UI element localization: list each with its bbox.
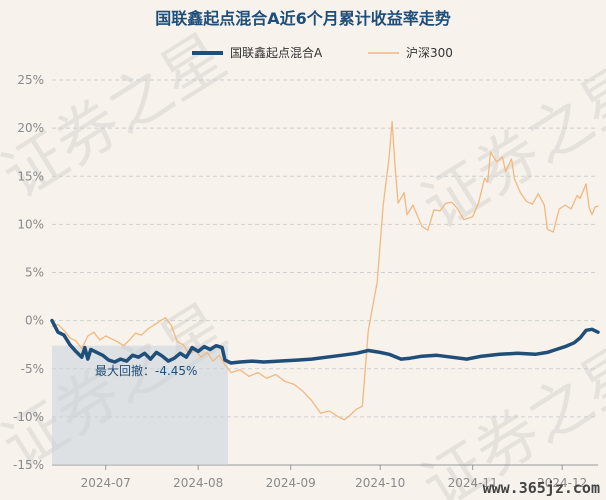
y-tick-label: -15% <box>13 458 44 472</box>
watermark-text: 证券之星 <box>0 19 238 212</box>
x-tick-label: 2024-10 <box>355 476 405 490</box>
y-axis: 25% 20% 15% 10% 5% 0% -5% -10% -15% <box>13 73 44 472</box>
x-tick-label: 2024-07 <box>81 476 131 490</box>
max-drawdown-label: 最大回撤：-4.45% <box>95 363 197 378</box>
legend: 国联鑫起点混合A 沪深300 <box>192 45 453 60</box>
y-tick-label: 25% <box>17 73 44 87</box>
y-tick-label: -10% <box>13 410 44 424</box>
series-layer <box>50 120 600 421</box>
x-tick-label: 2024-12 <box>537 476 587 490</box>
chart-title: 国联鑫起点混合A近6个月累计收益率走势 <box>155 9 451 28</box>
legend-label-fund: 国联鑫起点混合A <box>230 45 323 60</box>
y-tick-label: 15% <box>17 169 44 183</box>
y-tick-label: 10% <box>17 217 44 231</box>
y-tick-label: 20% <box>17 121 44 135</box>
drawdown-shade <box>52 345 229 465</box>
x-tick-label: 2024-11 <box>448 476 498 490</box>
series-line-fund <box>50 318 600 365</box>
drawdown-area <box>52 345 229 465</box>
legend-label-index: 沪深300 <box>406 46 453 60</box>
y-tick-label: 0% <box>25 314 44 328</box>
x-tick-label: 2024-09 <box>266 476 316 490</box>
site-watermark: www.365jz.com <box>483 479 600 497</box>
x-tick-label: 2024-08 <box>173 476 223 490</box>
watermark-text: 证券之星 <box>409 49 606 242</box>
series-line-index <box>51 120 599 421</box>
y-tick-label: -5% <box>21 362 44 376</box>
y-tick-label: 5% <box>25 266 44 280</box>
